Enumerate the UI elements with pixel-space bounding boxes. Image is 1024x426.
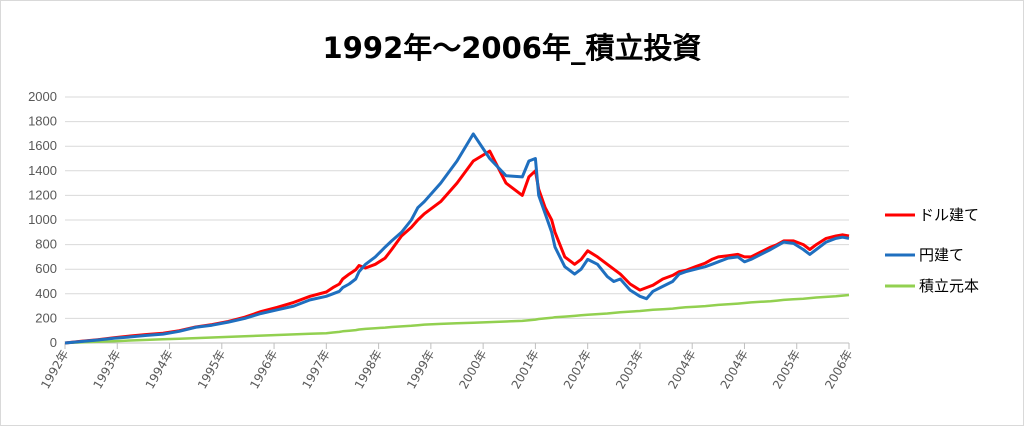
- x-tick-label: 1993年: [90, 348, 123, 392]
- y-tick-label: 800: [35, 237, 57, 252]
- x-tick-label: 2003年: [613, 348, 646, 392]
- x-axis-ticks: 1992年 1993年 1994年 1995年 1996年 1997年 1998年 1999年…: [38, 343, 856, 392]
- x-tick-label: 2006年: [822, 348, 855, 392]
- y-tick-label: 1000: [28, 212, 57, 227]
- legend-label: ドル建て: [919, 206, 979, 224]
- x-tick-label: 2002年: [561, 348, 594, 392]
- x-tick-label: 2000年: [456, 347, 489, 391]
- y-tick-label: 1800: [28, 114, 57, 129]
- x-tick-label: 1999年: [404, 348, 437, 392]
- y-tick-label: 400: [35, 286, 57, 301]
- y-axis-ticks: 0 200 400 600 800 1000 1200 1400 1600 1800 2000: [28, 89, 57, 350]
- y-tick-label: 0: [50, 335, 57, 350]
- y-tick-label: 200: [35, 310, 57, 325]
- x-tick-label: 2005年: [770, 348, 803, 392]
- series-line-0: [64, 149, 850, 345]
- x-tick-label: 1994年: [143, 348, 176, 392]
- gridlines: [65, 96, 849, 344]
- series-line-1: [64, 132, 850, 345]
- x-tick-label: 1997年: [300, 348, 333, 392]
- x-tick-label: 1998年: [352, 348, 385, 392]
- series-line-2: [64, 293, 850, 345]
- x-tick-label: 1995年: [195, 348, 228, 392]
- y-tick-label: 1200: [28, 187, 57, 202]
- y-tick-label: 1400: [28, 163, 57, 178]
- chart-title: 1992年～2006年_積立投資: [322, 31, 702, 65]
- y-tick-label: 2000: [28, 89, 57, 104]
- y-tick-label: 1600: [28, 138, 57, 153]
- x-tick-label: 2004年: [665, 348, 698, 392]
- legend-label: 円建て: [919, 246, 964, 264]
- x-tick-label: 2001年: [509, 348, 542, 392]
- x-tick-label: 2004年: [718, 348, 751, 392]
- x-tick-label: 1992年: [38, 348, 71, 392]
- y-tick-label: 600: [35, 261, 57, 276]
- legend-label: 積立元本: [919, 277, 979, 295]
- x-tick-label: 1996年: [247, 348, 280, 392]
- series-lines: [64, 132, 850, 345]
